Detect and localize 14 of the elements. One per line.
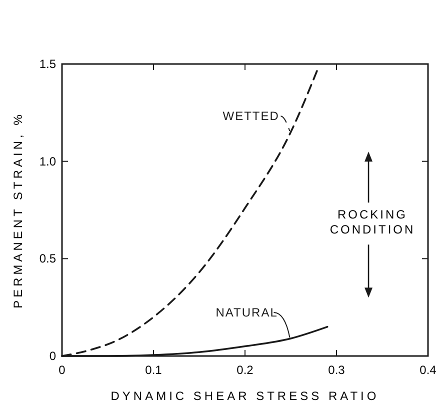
x-tick-label: 0 (58, 363, 66, 377)
x-axis-title: DYNAMIC SHEAR STRESS RATIO (110, 389, 380, 403)
y-tick-label: 0 (49, 349, 56, 363)
y-tick-label: 1.0 (39, 154, 56, 168)
annotation: ROCKING CONDITION (330, 208, 416, 237)
series-label: NATURAL (216, 305, 278, 320)
y-tick-label: 0.5 (39, 252, 56, 266)
y-tick-label: 1.5 (39, 57, 56, 71)
y-axis-title: PERMANENT STRAIN, % (11, 112, 25, 308)
x-tick-label: 0.1 (145, 363, 162, 377)
legend-label: WETTED (222, 109, 280, 124)
x-tick-label: 0.3 (328, 363, 346, 377)
x-tick-label: 0.2 (236, 363, 254, 377)
x-tick-label: 0.4 (420, 363, 437, 377)
